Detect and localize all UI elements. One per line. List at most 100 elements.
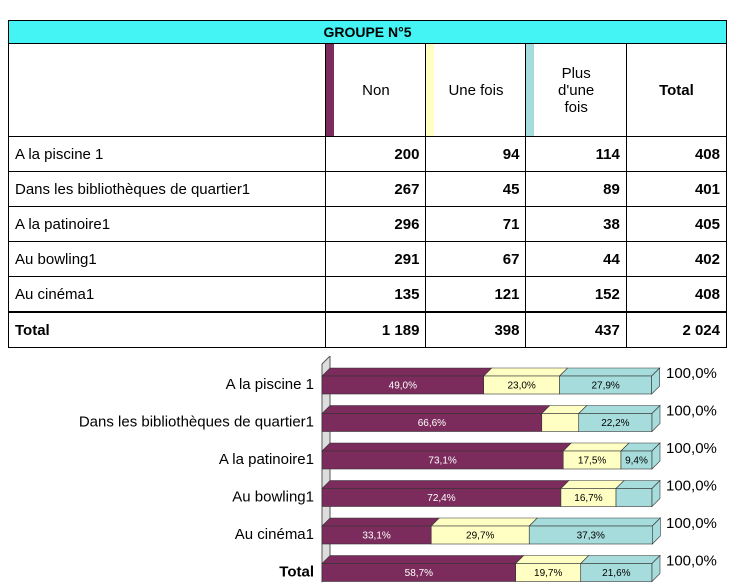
- cell: 291: [325, 241, 427, 277]
- cell: 267: [325, 171, 427, 207]
- segment-label: 19,7%: [534, 568, 562, 579]
- cell: 200: [325, 136, 427, 172]
- bar-end: [651, 367, 660, 395]
- cell: 44: [525, 241, 627, 277]
- segment-label: 29,7%: [466, 531, 494, 542]
- bar-top: [528, 517, 662, 527]
- segment-label: 16,7%: [574, 493, 602, 504]
- column-header: Une fois: [425, 43, 527, 137]
- table-row: A la patinoire1 296 71 38 405: [7, 206, 728, 242]
- segment-label: 58,7%: [405, 568, 433, 579]
- header-stripe: [426, 44, 435, 136]
- segment-label: 9,4%: [625, 456, 648, 467]
- bar-top: [578, 405, 661, 414]
- bar-end: [652, 517, 661, 545]
- data-table: GROUPE N°5 Non Une fois Plus d'une fois Tot…: [7, 20, 728, 348]
- bar-end: [651, 404, 661, 433]
- table-row: Au bowling1 291 67 44 402: [7, 241, 728, 277]
- header-row: Non Une fois Plus d'une fois Total: [7, 43, 728, 137]
- table-row: Au cinéma1 135 121 152 408: [7, 276, 728, 313]
- total-label: 100,0%: [666, 477, 717, 494]
- bar-top: [562, 442, 630, 452]
- column-header: Plus d'une fois: [525, 43, 627, 137]
- cell: 408: [625, 276, 728, 313]
- segment-label: 33,1%: [362, 531, 390, 542]
- segment-label: 72,4%: [427, 493, 455, 504]
- cell: 1 189: [325, 311, 427, 348]
- row-label: Dans les bibliothèques de quartier1: [7, 171, 327, 207]
- column-header-text: Total: [659, 81, 694, 99]
- total-label: 100,0%: [666, 515, 717, 532]
- cell: 94: [425, 136, 527, 172]
- cell: 67: [425, 241, 527, 277]
- row-label: Au bowling1: [7, 241, 327, 277]
- table-row: A la piscine 1 200 94 114 408: [7, 136, 728, 172]
- column-header: Total: [625, 43, 728, 137]
- bar-top: [579, 555, 661, 564]
- category-label: Au bowling1: [232, 488, 314, 505]
- segment-label: 22,2%: [601, 418, 629, 429]
- cell: 408: [625, 136, 728, 172]
- bar-top: [321, 442, 572, 452]
- header-stripe: [526, 44, 535, 136]
- cell: 402: [625, 241, 728, 277]
- total-label: 100,0%: [666, 402, 717, 419]
- column-header-text: Une fois: [448, 81, 504, 99]
- table-row: Total 1 189 398 437 2 024: [7, 311, 728, 348]
- cell: 135: [325, 276, 427, 313]
- segment-label: 21,6%: [602, 568, 630, 579]
- title-row: GROUPE N°5: [8, 20, 727, 44]
- cell: 38: [525, 206, 627, 242]
- bar-end: [651, 479, 661, 508]
- total-label: 100,0%: [666, 440, 717, 457]
- category-label: Total: [279, 563, 314, 580]
- category-label: A la piscine 1: [226, 376, 314, 393]
- bar-top: [321, 405, 551, 414]
- segment-label: 73,1%: [428, 456, 456, 467]
- bar-top: [321, 480, 570, 489]
- row-label: Au cinéma1: [7, 276, 327, 313]
- category-label: Au cinéma1: [235, 526, 314, 543]
- segment-label: 49,0%: [389, 381, 417, 392]
- bar-segment: [541, 413, 580, 432]
- cell: 398: [425, 311, 527, 348]
- bar-top: [560, 480, 625, 489]
- total-label: 100,0%: [666, 552, 717, 569]
- cell: 296: [325, 206, 427, 242]
- row-label: Total: [7, 311, 327, 348]
- cell: 405: [625, 206, 728, 242]
- table-row: Dans les bibliothèques de quartier1 267 45…: [7, 171, 728, 207]
- cell: 437: [525, 311, 627, 348]
- cell: 45: [425, 171, 527, 207]
- column-header-text: Non: [362, 81, 390, 99]
- row-label: A la piscine 1: [7, 136, 327, 172]
- corner-cell: [7, 43, 327, 137]
- bar-end: [651, 554, 661, 583]
- cell: 114: [525, 136, 627, 172]
- bar-top: [558, 367, 661, 377]
- cell: 89: [525, 171, 627, 207]
- segment-label: 66,6%: [418, 418, 446, 429]
- segment-label: 37,3%: [577, 531, 605, 542]
- cell: 71: [425, 206, 527, 242]
- bar-top: [321, 367, 493, 377]
- bar-top: [482, 367, 569, 377]
- column-header-text: Plus d'une fois: [558, 64, 595, 116]
- bar-segment: [615, 488, 653, 507]
- segment-label: 27,9%: [591, 381, 619, 392]
- cell: 2 024: [625, 311, 728, 348]
- segment-label: 23,0%: [507, 381, 535, 392]
- table-title: GROUPE N°5: [8, 20, 727, 44]
- cell: 401: [625, 171, 728, 207]
- bar-top: [430, 517, 538, 527]
- category-label: A la patinoire1: [219, 451, 314, 468]
- row-label: A la patinoire1: [7, 206, 327, 242]
- bar-end: [651, 442, 661, 470]
- cell: 152: [525, 276, 627, 313]
- bar-top: [321, 555, 525, 564]
- segment-label: 17,5%: [578, 456, 606, 467]
- total-label: 100,0%: [666, 365, 717, 382]
- column-header: Non: [325, 43, 427, 137]
- chart: A la piscine 1 49,0% 23,0% 27,9% 100,0% Dans …: [79, 356, 717, 583]
